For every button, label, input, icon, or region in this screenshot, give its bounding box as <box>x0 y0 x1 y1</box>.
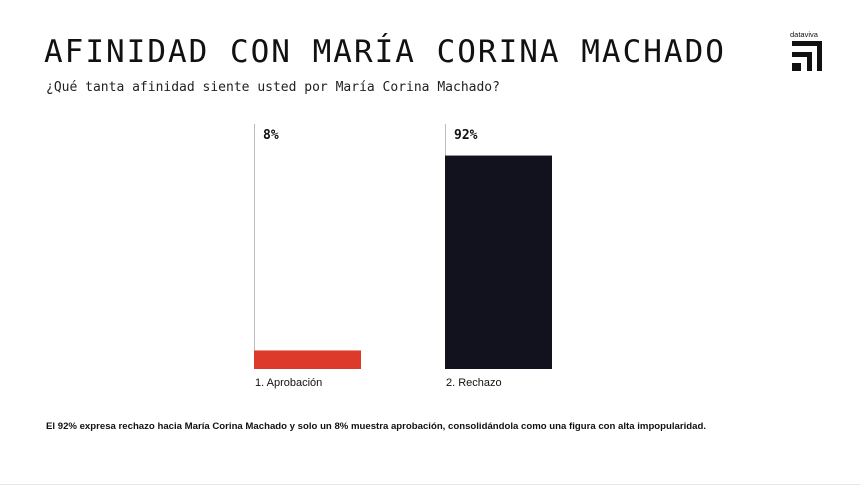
category-label: 2. Rechazo <box>446 377 502 389</box>
bar-value-label: 92% <box>454 128 478 143</box>
bar-2 <box>445 155 552 369</box>
brand-logo: dataviva <box>790 30 826 72</box>
bar-value-label: 8% <box>263 128 279 143</box>
chart-title: AFINIDAD CON MARÍA CORINA MACHADO <box>44 34 726 70</box>
category-label: 1. Aprobación <box>255 377 322 389</box>
brand-name: dataviva <box>790 30 818 39</box>
chart-subtitle: ¿Qué tanta afinidad siente usted por Mar… <box>46 80 500 95</box>
chart-footnote: El 92% expresa rechazo hacia María Corin… <box>46 421 707 432</box>
brand-mark-icon <box>792 41 822 71</box>
bar-chart: 8% 1. Aprobación 92% 2. Rechazo <box>254 124 552 389</box>
bar-1 <box>254 350 361 369</box>
